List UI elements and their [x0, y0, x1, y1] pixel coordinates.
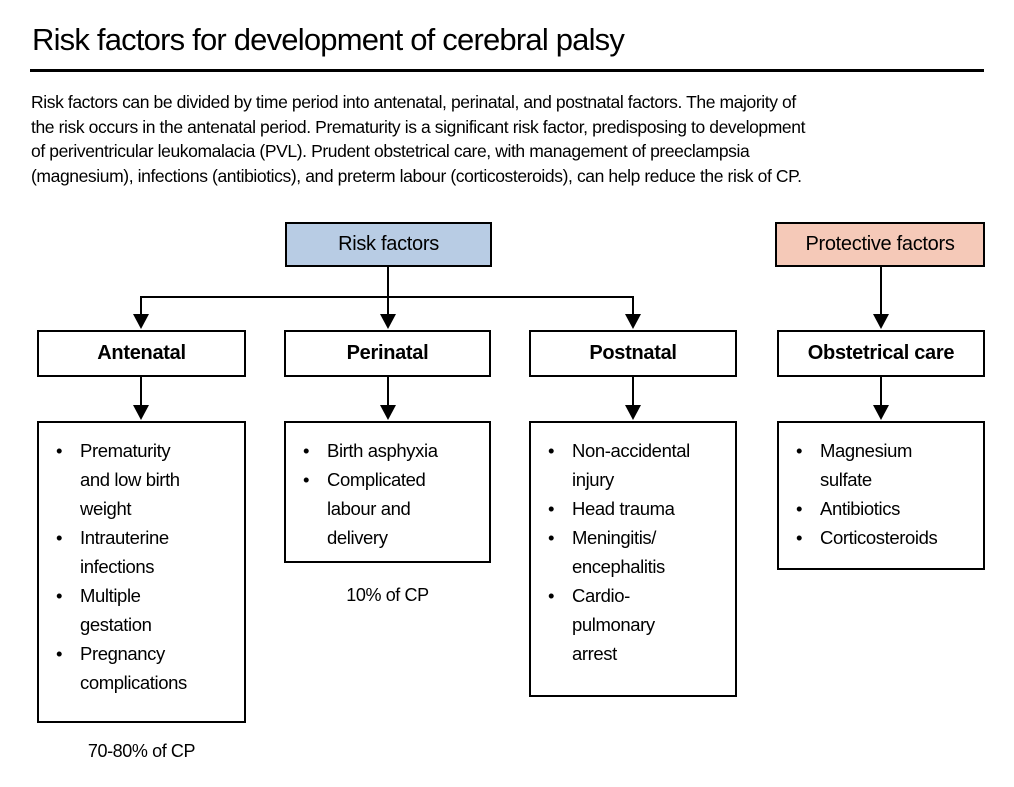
list-box-antenatal: Prematurity and low birth weight Intraut… [37, 421, 246, 723]
arrowhead-down-icon [380, 314, 396, 329]
list-item-text: Birth asphyxia [327, 440, 438, 461]
list-item: Complicated labour and delivery [303, 465, 483, 552]
protective-factors-label: Protective factors [805, 233, 955, 255]
list-item: Cardio- pulmonary arrest [548, 581, 729, 668]
risk-factors-box: Risk factors [285, 222, 492, 267]
connector-branch-line [140, 296, 634, 298]
list-item-text: Magnesium sulfate [820, 440, 913, 490]
connector-drop-antenatal [140, 296, 142, 314]
list-item-text: Corticosteroids [820, 527, 938, 548]
intro-paragraph: Risk factors can be divided by time peri… [31, 92, 806, 186]
connector-risk-stem [387, 266, 389, 314]
list-item-text: Multiple gestation [80, 585, 152, 635]
connector-protective-stem [880, 266, 882, 314]
list-item-text: Intrauterine infections [80, 527, 169, 577]
category-box-obstetrical-care: Obstetrical care [777, 330, 985, 377]
category-label: Postnatal [589, 342, 677, 364]
arrowhead-down-icon [625, 405, 641, 420]
list-item: Corticosteroids [796, 523, 977, 552]
category-box-postnatal: Postnatal [529, 330, 737, 377]
list-box-obstetrical-care: Magnesium sulfate Antibiotics Corticoste… [777, 421, 985, 570]
list-item: Multiple gestation [56, 581, 238, 639]
category-box-antenatal: Antenatal [37, 330, 246, 377]
list-box-postnatal: Non-accidental injury Head trauma Mening… [529, 421, 737, 697]
list-item: Intrauterine infections [56, 523, 238, 581]
arrowhead-down-icon [873, 405, 889, 420]
category-label: Perinatal [346, 342, 429, 364]
arrowhead-down-icon [133, 314, 149, 329]
connector-obstetrical-list [880, 377, 882, 405]
list-box-perinatal: Birth asphyxia Complicated labour and de… [284, 421, 491, 563]
connector-drop-postnatal [632, 296, 634, 314]
list-item-text: Prematurity and low birth weight [80, 440, 180, 519]
list-item-text: Head trauma [572, 498, 675, 519]
arrowhead-down-icon [625, 314, 641, 329]
list-item: Magnesium sulfate [796, 436, 977, 494]
list-item: Head trauma [548, 494, 729, 523]
list-item: Non-accidental injury [548, 436, 729, 494]
page-title: Risk factors for development of cerebral… [32, 22, 625, 57]
list-item: Antibiotics [796, 494, 977, 523]
list-item-text: Complicated labour and delivery [327, 469, 426, 548]
protective-factors-box: Protective factors [775, 222, 985, 267]
list-item-text: Antibiotics [820, 498, 900, 519]
list-item-text: Cardio- pulmonary arrest [572, 585, 655, 664]
connector-antenatal-list [140, 377, 142, 405]
list-item: Meningitis/ encephalitis [548, 523, 729, 581]
connector-perinatal-list [387, 377, 389, 405]
category-label: Antenatal [97, 342, 186, 364]
antenatal-percentage-caption: 70-80% of CP [87, 741, 196, 761]
title-divider [30, 69, 984, 72]
connector-postnatal-list [632, 377, 634, 405]
arrowhead-down-icon [133, 405, 149, 420]
list-item: Pregnancy complications [56, 639, 238, 697]
arrowhead-down-icon [380, 405, 396, 420]
category-label: Obstetrical care [807, 342, 955, 364]
list-item: Prematurity and low birth weight [56, 436, 238, 523]
list-item-text: Pregnancy complications [80, 643, 187, 693]
risk-factors-label: Risk factors [338, 233, 439, 255]
list-item-text: Meningitis/ encephalitis [572, 527, 665, 577]
category-box-perinatal: Perinatal [284, 330, 491, 377]
list-item-text: Non-accidental injury [572, 440, 690, 490]
list-item: Birth asphyxia [303, 436, 483, 465]
perinatal-percentage-caption: 10% of CP [346, 585, 429, 605]
arrowhead-down-icon [873, 314, 889, 329]
